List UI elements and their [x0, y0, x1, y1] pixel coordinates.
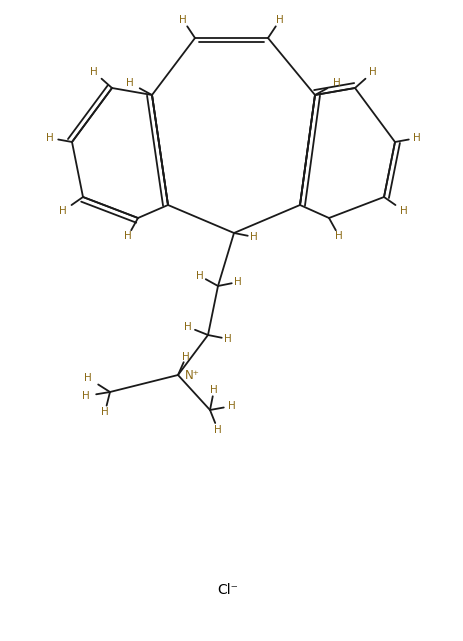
Text: H: H	[82, 391, 90, 401]
Text: H: H	[234, 277, 241, 287]
Text: H: H	[196, 271, 203, 281]
Text: H: H	[124, 231, 131, 241]
Text: H: H	[90, 67, 98, 77]
Text: H: H	[332, 78, 340, 88]
Text: H: H	[275, 15, 283, 25]
Text: H: H	[101, 407, 109, 417]
Text: H: H	[228, 401, 235, 411]
Text: H: H	[369, 67, 376, 77]
Text: H: H	[182, 352, 189, 362]
Text: H: H	[213, 425, 221, 435]
Text: Cl⁻: Cl⁻	[217, 583, 238, 597]
Text: H: H	[399, 206, 407, 216]
Text: H: H	[59, 206, 67, 216]
Text: H: H	[412, 133, 420, 143]
Text: H: H	[126, 78, 134, 88]
Text: H: H	[334, 231, 342, 241]
Text: H: H	[179, 15, 187, 25]
Text: H: H	[250, 232, 257, 242]
Text: H: H	[84, 373, 92, 383]
Text: H: H	[46, 133, 54, 143]
Text: H: H	[210, 385, 218, 395]
Text: N⁺: N⁺	[184, 369, 199, 381]
Text: H: H	[224, 334, 232, 344]
Text: H: H	[184, 322, 192, 332]
